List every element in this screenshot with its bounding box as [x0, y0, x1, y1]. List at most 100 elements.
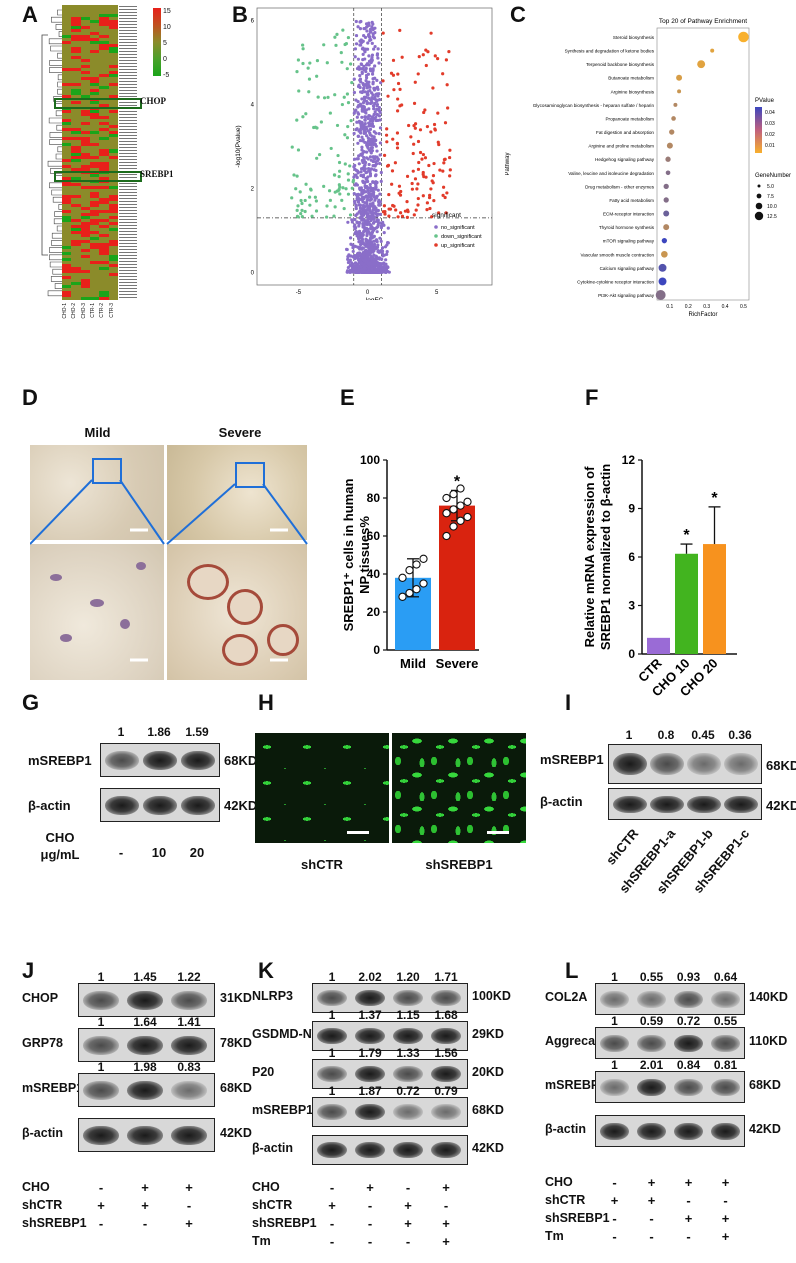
blot-band [355, 1104, 385, 1121]
blotJ-cond-sign: - [142, 1216, 148, 1231]
significance-star: * [454, 473, 461, 490]
pathway-xtick: 0.5 [740, 304, 747, 310]
pathway-name: PI3K-Akt signaling pathway [598, 293, 655, 298]
volcano-point [373, 163, 377, 167]
volcano-point [368, 185, 373, 190]
dendrogram-branch [57, 88, 62, 95]
volcano-point-up [423, 108, 427, 112]
volcano-point [359, 80, 363, 84]
blotK-cond-label: shSREBP1 [252, 1216, 317, 1230]
volcano-point-up [385, 164, 390, 168]
blot-band [431, 1066, 461, 1083]
volcano-point-up [442, 157, 447, 162]
volcano-point [356, 157, 360, 161]
volcano-point [367, 113, 371, 118]
volcano-point [371, 80, 375, 84]
blotK-blot-row [312, 1021, 468, 1051]
blotL-row-kd: 110KD [749, 1034, 788, 1048]
volcano-point-down [299, 198, 303, 203]
volcano-point [358, 39, 362, 43]
volcano-point-up [414, 208, 418, 212]
volcano-point-down [340, 198, 344, 202]
volcano-point [375, 214, 379, 218]
blot-band [83, 1081, 119, 1100]
blotK-cond-sign: - [405, 1234, 411, 1249]
volcano-point [372, 112, 376, 117]
blotJ-row-0-value: 1 [97, 970, 105, 984]
blotK-row-label: GSDMD-NT [252, 1027, 320, 1041]
volcano-point [346, 257, 350, 262]
blot-band [600, 1034, 629, 1052]
volcano-point-down [314, 199, 318, 203]
volcano-point [366, 227, 370, 232]
blot-band [674, 990, 703, 1008]
blotL-row-label: COL2A [545, 990, 588, 1004]
blotJ-cond-label: shCTR [22, 1198, 63, 1212]
blotJ-cond-sign: + [185, 1216, 193, 1231]
blotK-cond-sign: - [329, 1180, 335, 1195]
volcano-point [362, 105, 366, 109]
volcano-legend-dot [434, 234, 438, 238]
volcano-point [368, 174, 373, 178]
volcano-point-down [303, 209, 307, 214]
blot-g-actin [100, 788, 220, 822]
volcano-point [365, 208, 369, 212]
volcano-point-down [336, 153, 340, 158]
pathway-name: Arginine biosynthesis [611, 89, 655, 94]
blotK-blot-row [312, 983, 468, 1013]
blotJ-cond-sign: - [186, 1198, 192, 1213]
volcano-point-up [429, 130, 433, 134]
volcano-point [365, 238, 369, 242]
blotK-cond-label: CHO [252, 1180, 280, 1194]
blotL-cond-sign: + [721, 1175, 730, 1190]
volcano-point [374, 160, 378, 164]
volcano-point [368, 169, 372, 173]
fluor-label-shctr: shCTR [301, 857, 343, 872]
blotL-blot-row [595, 1115, 745, 1147]
pathway-name: Thyroid hormone synthesis [599, 225, 655, 230]
volcano-point [379, 170, 383, 175]
heatmap-scale-tick: -5 [163, 72, 170, 79]
gene-legend-dot [754, 211, 764, 221]
volcano-point [358, 43, 362, 47]
blotL-row-2-value: 0.84 [676, 1058, 701, 1072]
heatmap-scale-tick: 10 [163, 24, 171, 31]
data-point [398, 573, 407, 582]
volcano-point-up [383, 209, 387, 214]
volcano-point [379, 81, 383, 85]
e-ylabel-line1: SREBP1⁺ cells in human [341, 479, 356, 632]
blotJ-blot-row [78, 1028, 215, 1062]
volcano-point-down [309, 188, 313, 192]
blotL-blot-row [595, 983, 745, 1015]
volcano-point [370, 72, 375, 76]
volcano-point [384, 258, 388, 262]
pathway-plot: Top 20 of Pathway Enrichment Steroid bios… [505, 18, 791, 318]
volcano-point [360, 135, 364, 139]
volcano-point [352, 111, 356, 115]
volcano-point [371, 68, 375, 72]
blotJ-cond-sign: + [141, 1198, 149, 1213]
volcano-point [368, 119, 373, 123]
volcano-point [360, 195, 364, 200]
bar [647, 637, 670, 654]
blot-g: 1 1.86 1.59 mSREBP1 68KD β-actin 42KD CHO μ… [20, 725, 257, 885]
blotJ-row-2-value: 1.98 [133, 1060, 157, 1074]
blot-g-treatment: - [118, 845, 124, 860]
volcano-point-up [425, 208, 429, 212]
volcano-point [369, 223, 373, 227]
volcano-point [369, 123, 373, 127]
volcano-point [356, 196, 360, 200]
severe-zoom-box [235, 462, 265, 488]
volcano-point [361, 270, 365, 274]
dendrogram-branch [58, 204, 62, 210]
volcano-point-up [391, 58, 396, 62]
blotL-row-1-value: 0.59 [639, 1014, 664, 1028]
volcano-point [374, 180, 378, 185]
blot-band [711, 1078, 740, 1096]
volcano-point-down [348, 164, 352, 168]
volcano-point [355, 120, 359, 124]
volcano-point-up [427, 196, 432, 200]
volcano-point-up [448, 174, 452, 178]
volcano-xtick: 0 [366, 290, 370, 296]
volcano-point [362, 165, 366, 170]
